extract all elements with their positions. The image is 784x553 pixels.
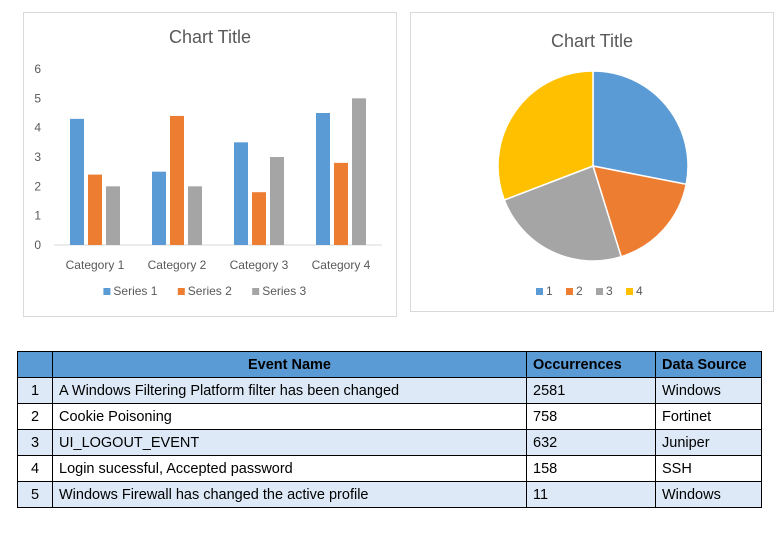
cell-data-source: Fortinet xyxy=(655,403,762,430)
y-tick-label: 5 xyxy=(34,91,41,105)
y-tick-label: 3 xyxy=(34,150,41,164)
legend-label: 2 xyxy=(576,284,583,298)
legend-swatch xyxy=(177,288,185,295)
cell-event-name: Windows Firewall has changed the active … xyxy=(52,481,527,508)
y-tick-label: 2 xyxy=(34,179,41,193)
x-tick-label: Category 1 xyxy=(66,258,125,272)
table-row: 3 UI_LOGOUT_EVENT 632 Juniper xyxy=(17,429,762,456)
legend-swatch xyxy=(626,288,633,295)
bar xyxy=(334,162,348,245)
bar xyxy=(270,157,284,245)
bar xyxy=(352,98,366,245)
legend-label: Series 1 xyxy=(113,284,157,298)
cell-event-name: Cookie Poisoning xyxy=(52,403,527,430)
cell-occurrences: 158 xyxy=(526,455,656,482)
x-tick-label: Category 3 xyxy=(230,258,289,272)
legend-label: Series 3 xyxy=(262,284,306,298)
cell-index: 1 xyxy=(17,377,53,404)
bar-chart-plot: 0 1 2 3 4 5 6 Category 1 Category 2 Category 3 Cat… xyxy=(34,62,382,298)
y-tick-label: 4 xyxy=(34,121,41,135)
cell-data-source: Juniper xyxy=(655,429,762,456)
cell-index: 5 xyxy=(17,481,53,508)
header-event-name: Event Name xyxy=(52,351,527,378)
cell-data-source: Windows xyxy=(655,481,762,508)
y-tick-label: 0 xyxy=(34,238,41,252)
legend-label: 1 xyxy=(546,284,553,298)
legend-swatch xyxy=(566,288,573,295)
x-tick-label: Category 4 xyxy=(312,258,371,272)
cell-event-name: Login sucessful, Accepted password xyxy=(52,455,527,482)
legend-label: Series 2 xyxy=(188,284,232,298)
pie-slice xyxy=(497,70,594,201)
x-tick-label: Category 2 xyxy=(148,258,207,272)
bar xyxy=(170,115,184,245)
cell-index: 3 xyxy=(17,429,53,456)
cell-index: 2 xyxy=(17,403,53,430)
cell-event-name: UI_LOGOUT_EVENT xyxy=(52,429,527,456)
table-header-row: Event Name Occurrences Data Source xyxy=(17,351,762,378)
cell-event-name: A Windows Filtering Platform filter has … xyxy=(52,377,527,404)
pie-slice xyxy=(503,165,623,262)
bar xyxy=(70,118,84,245)
bar-chart: Chart Title 0 1 2 3 4 5 6 Category 1 Category 2 C… xyxy=(23,12,397,317)
bar xyxy=(234,142,248,245)
bar xyxy=(252,192,266,245)
bar xyxy=(106,186,120,245)
bar-chart-title: Chart Title xyxy=(168,27,252,47)
y-tick-label: 6 xyxy=(34,62,41,76)
pie-chart: Chart Title 1 2 3 4 xyxy=(410,12,774,312)
legend-swatch xyxy=(252,288,260,295)
table-row: 5 Windows Firewall has changed the activ… xyxy=(17,481,762,508)
pie-slice xyxy=(592,70,689,186)
legend-swatch xyxy=(536,288,543,295)
cell-index: 4 xyxy=(17,455,53,482)
cell-occurrences: 11 xyxy=(526,481,656,508)
pie-slice xyxy=(591,165,688,258)
bar xyxy=(316,113,330,245)
cell-occurrences: 758 xyxy=(526,403,656,430)
legend-swatch xyxy=(596,288,603,295)
y-tick-label: 1 xyxy=(34,209,41,223)
bar xyxy=(88,174,102,245)
header-occurrences: Occurrences xyxy=(526,351,656,378)
header-data-source: Data Source xyxy=(655,351,762,378)
events-table: Event Name Occurrences Data Source 1 A W… xyxy=(17,351,762,508)
table-row: 1 A Windows Filtering Platform filter ha… xyxy=(17,377,762,404)
cell-data-source: SSH xyxy=(655,455,762,482)
cell-occurrences: 2581 xyxy=(526,377,656,404)
legend-swatch xyxy=(103,288,111,295)
table-row: 2 Cookie Poisoning 758 Fortinet xyxy=(17,403,762,430)
pie-chart-plot: 1 2 3 4 xyxy=(497,70,689,298)
header-index xyxy=(17,351,53,378)
table-row: 4 Login sucessful, Accepted password 158… xyxy=(17,455,762,482)
bar xyxy=(188,186,202,245)
cell-data-source: Windows xyxy=(655,377,762,404)
bar xyxy=(152,171,166,245)
pie-chart-title: Chart Title xyxy=(550,31,634,51)
cell-occurrences: 632 xyxy=(526,429,656,456)
legend-label: 3 xyxy=(606,284,613,298)
legend-label: 4 xyxy=(636,284,643,298)
